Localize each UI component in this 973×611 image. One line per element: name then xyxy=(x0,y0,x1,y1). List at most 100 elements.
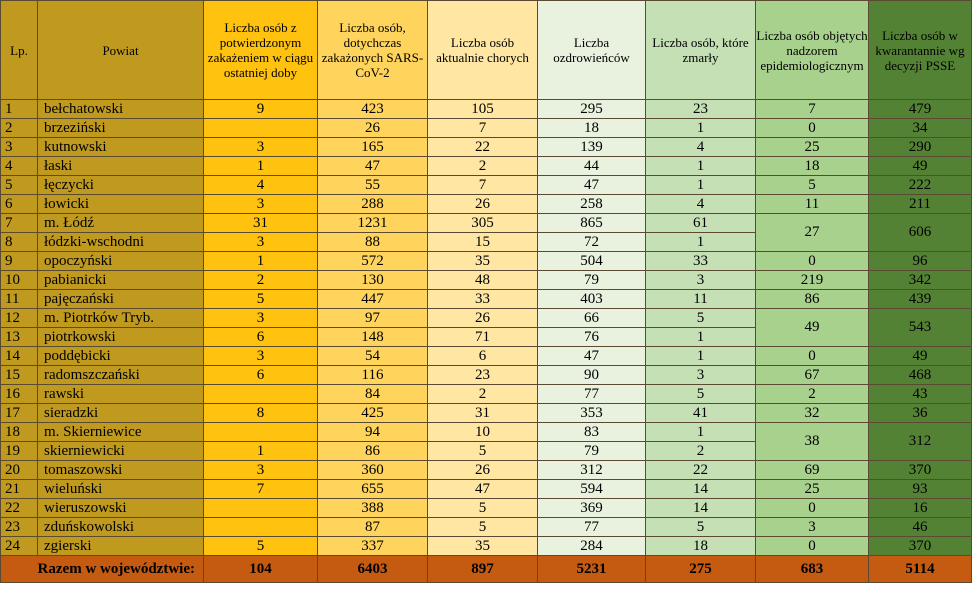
cell-currently-sick: 2 xyxy=(427,156,538,176)
cell-supervision: 0 xyxy=(755,251,869,271)
cell-quarantine: 468 xyxy=(868,365,972,385)
cell-recovered: 295 xyxy=(537,99,646,119)
cell-total-cases: 47 xyxy=(317,156,428,176)
cell-recovered: 72 xyxy=(537,232,646,252)
cell-daily-cases: 6 xyxy=(203,327,318,347)
cell-recovered: 369 xyxy=(537,498,646,518)
table-row: 21 wieluński 7 655 47 594 14 25 93 xyxy=(0,479,972,499)
cell-recovered: 44 xyxy=(537,156,646,176)
cell-total-cases: 26 xyxy=(317,118,428,138)
cell-lp: 10 xyxy=(0,270,38,290)
cell-deaths: 2 xyxy=(645,441,756,461)
totals-sick: 897 xyxy=(427,555,538,583)
table-row: 18 m. Skierniewice 94 10 83 1 38 312 xyxy=(0,422,972,461)
cell-supervision: 3 xyxy=(755,517,869,537)
cell-quarantine: 606 xyxy=(868,213,972,252)
cell-supervision: 32 xyxy=(755,403,869,423)
cell-recovered: 77 xyxy=(537,384,646,404)
cell-total-cases: 360 xyxy=(317,460,428,480)
cell-total-cases: 288 xyxy=(317,194,428,214)
cell-deaths: 5 xyxy=(645,384,756,404)
cell-supervision: 2 xyxy=(755,384,869,404)
cell-currently-sick: 10 xyxy=(427,422,538,442)
cell-daily-cases xyxy=(203,422,318,442)
cell-total-cases: 116 xyxy=(317,365,428,385)
cell-powiat: wieluński xyxy=(37,479,204,499)
cell-daily-cases: 3 xyxy=(203,460,318,480)
cell-powiat: bełchatowski xyxy=(37,99,204,119)
cell-powiat: opoczyński xyxy=(37,251,204,271)
cell-powiat: zgierski xyxy=(37,536,204,556)
cell-supervision: 11 xyxy=(755,194,869,214)
cell-quarantine: 46 xyxy=(868,517,972,537)
cell-recovered: 594 xyxy=(537,479,646,499)
cell-daily-cases: 3 xyxy=(203,194,318,214)
cell-lp: 21 xyxy=(0,479,38,499)
table-row: 16 rawski 84 2 77 5 2 43 xyxy=(0,384,972,404)
cell-currently-sick: 105 xyxy=(427,99,538,119)
table-footer: Razem w województwie: 104 6403 897 5231 … xyxy=(0,555,972,583)
cell-supervision: 0 xyxy=(755,536,869,556)
cell-quarantine: 49 xyxy=(868,346,972,366)
cell-currently-sick: 26 xyxy=(427,460,538,480)
cell-powiat: brzeziński xyxy=(37,118,204,138)
cell-total-cases: 148 xyxy=(317,327,428,347)
cell-currently-sick: 26 xyxy=(427,308,538,328)
cell-powiat: łowicki xyxy=(37,194,204,214)
cell-supervision: 0 xyxy=(755,498,869,518)
cell-total-cases: 337 xyxy=(317,536,428,556)
cell-daily-cases: 6 xyxy=(203,365,318,385)
cell-deaths: 33 xyxy=(645,251,756,271)
cell-daily-cases: 9 xyxy=(203,99,318,119)
table-row: 19 skierniewicki 1 86 5 79 2 xyxy=(0,441,972,461)
totals-row: Razem w województwie: 104 6403 897 5231 … xyxy=(0,555,972,583)
cell-total-cases: 88 xyxy=(317,232,428,252)
cell-powiat: m. Skierniewice xyxy=(37,422,204,442)
cell-daily-cases: 3 xyxy=(203,308,318,328)
cell-recovered: 504 xyxy=(537,251,646,271)
cell-deaths: 14 xyxy=(645,498,756,518)
cell-daily-cases: 1 xyxy=(203,251,318,271)
cell-currently-sick: 5 xyxy=(427,517,538,537)
cell-lp: 19 xyxy=(0,441,38,461)
cell-powiat: poddębicki xyxy=(37,346,204,366)
cell-quarantine: 34 xyxy=(868,118,972,138)
cell-deaths: 23 xyxy=(645,99,756,119)
cell-powiat: kutnowski xyxy=(37,137,204,157)
cell-total-cases: 1231 xyxy=(317,213,428,233)
cell-quarantine: 16 xyxy=(868,498,972,518)
cell-lp: 24 xyxy=(0,536,38,556)
cell-lp: 3 xyxy=(0,137,38,157)
cell-lp: 8 xyxy=(0,232,38,252)
totals-deaths: 275 xyxy=(645,555,756,583)
cell-powiat: łaski xyxy=(37,156,204,176)
header-supervision: Liczba osób objętych nadzorem epidemiolo… xyxy=(755,0,869,100)
cell-currently-sick: 35 xyxy=(427,536,538,556)
cell-lp: 22 xyxy=(0,498,38,518)
cell-quarantine: 290 xyxy=(868,137,972,157)
cell-daily-cases: 7 xyxy=(203,479,318,499)
cell-quarantine: 479 xyxy=(868,99,972,119)
cell-powiat: pajęczański xyxy=(37,289,204,309)
cell-powiat: wieruszowski xyxy=(37,498,204,518)
cell-total-cases: 388 xyxy=(317,498,428,518)
cell-daily-cases: 3 xyxy=(203,346,318,366)
cell-deaths: 3 xyxy=(645,270,756,290)
cell-supervision: 38 xyxy=(755,422,869,461)
cell-supervision: 219 xyxy=(755,270,869,290)
cell-total-cases: 165 xyxy=(317,137,428,157)
cell-supervision: 7 xyxy=(755,99,869,119)
table-row: 23 zduńskowolski 87 5 77 5 3 46 xyxy=(0,517,972,537)
cell-deaths: 5 xyxy=(645,308,756,328)
table-row: 3 kutnowski 3 165 22 139 4 25 290 xyxy=(0,137,972,157)
cell-powiat: łęczycki xyxy=(37,175,204,195)
header-deaths: Liczba osób, które zmarły xyxy=(645,0,756,100)
table-body: 1 bełchatowski 9 423 105 295 23 7 479 2 brzeziński… xyxy=(0,99,972,556)
cell-recovered: 258 xyxy=(537,194,646,214)
cell-supervision: 25 xyxy=(755,479,869,499)
cell-recovered: 353 xyxy=(537,403,646,423)
cell-deaths: 22 xyxy=(645,460,756,480)
cell-deaths: 1 xyxy=(645,346,756,366)
cell-deaths: 11 xyxy=(645,289,756,309)
cell-recovered: 77 xyxy=(537,517,646,537)
